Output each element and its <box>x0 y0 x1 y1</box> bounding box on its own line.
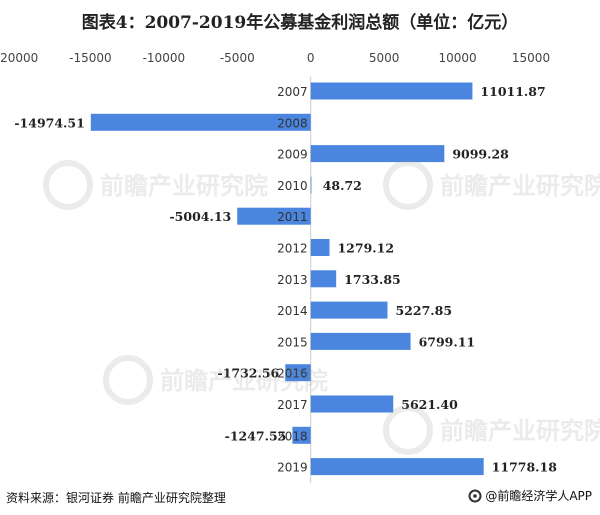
data-label: 48.72 <box>323 178 362 193</box>
data-label: -14974.51 <box>14 115 84 130</box>
x-tick-label: 15000 <box>512 51 550 65</box>
bar <box>310 301 388 319</box>
bar <box>310 458 484 476</box>
x-tick-label: -5000 <box>220 51 255 65</box>
data-label: -1732.56 <box>218 366 280 381</box>
data-label: 11011.87 <box>480 84 545 99</box>
bar <box>310 176 312 194</box>
bar <box>310 270 337 288</box>
x-tick-label: -20000 <box>0 51 38 65</box>
bar <box>310 239 330 256</box>
y-tick-label: 2010 <box>277 179 308 193</box>
qianzhan-logo-icon <box>468 489 482 502</box>
data-label: 5621.40 <box>401 397 458 412</box>
x-tick-label: -15000 <box>69 51 112 65</box>
bar <box>292 426 311 444</box>
x-tick-label: 5000 <box>369 51 400 65</box>
x-tick-label: 0 <box>307 51 315 65</box>
y-tick-label: 2018 <box>277 429 308 443</box>
bar <box>90 113 311 131</box>
y-tick-label: 2017 <box>277 398 308 412</box>
brand-credit: @前瞻经济学人APP <box>468 487 592 504</box>
chart-title: 图表4：2007-2019年公募基金利润总额（单位：亿元） <box>81 13 519 33</box>
data-label: 6799.11 <box>419 334 476 349</box>
bar <box>310 145 445 163</box>
data-label: 1279.12 <box>337 241 394 256</box>
bar <box>310 395 394 413</box>
data-label: 1733.85 <box>344 272 401 287</box>
y-tick-label: 2013 <box>277 273 308 287</box>
y-tick-label: 2009 <box>277 148 308 162</box>
y-tick-label: 2008 <box>277 116 308 130</box>
y-tick-label: 2011 <box>277 210 308 224</box>
brand-label: @前瞻经济学人APP <box>485 489 592 503</box>
y-tick-label: 2012 <box>277 242 308 256</box>
y-tick-label: 2007 <box>277 85 308 99</box>
y-tick-label: 2016 <box>277 367 308 381</box>
data-label: -5004.13 <box>169 209 231 224</box>
y-tick-label: 2019 <box>277 461 308 475</box>
bar <box>237 207 311 225</box>
bar <box>310 82 473 100</box>
source-note: 资料来源：银河证券 前瞻产业研究院整理 <box>6 491 226 505</box>
x-tick-label: 10000 <box>438 51 476 65</box>
data-label: -1247.55 <box>225 428 287 443</box>
y-tick-label: 2014 <box>277 304 308 318</box>
data-label: 9099.28 <box>452 147 509 162</box>
data-label: 5227.85 <box>395 303 452 318</box>
x-tick-label: -10000 <box>143 51 186 65</box>
bar <box>310 332 411 350</box>
y-tick-label: 2015 <box>277 335 308 349</box>
data-label: 11778.18 <box>492 460 558 475</box>
bar <box>285 364 311 382</box>
